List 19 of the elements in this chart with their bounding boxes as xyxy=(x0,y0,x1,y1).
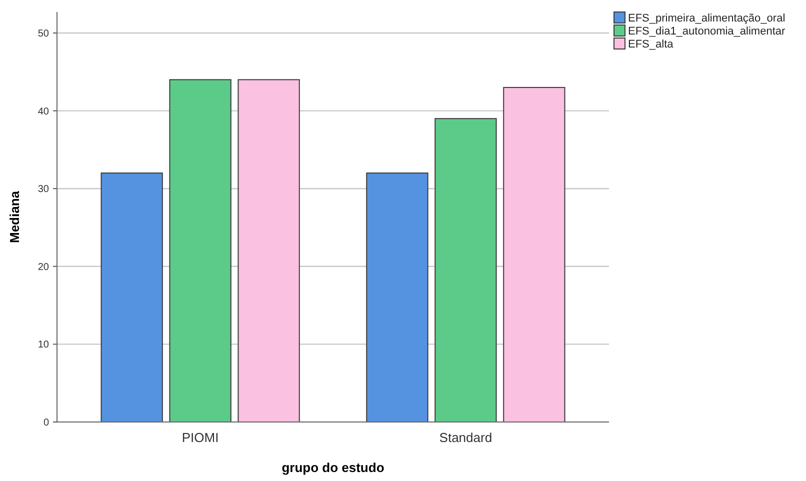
bar xyxy=(503,86,566,422)
y-tick-label: 30 xyxy=(38,184,50,196)
x-axis-title: grupo do estudo xyxy=(282,460,384,475)
y-tick-label: 50 xyxy=(38,28,50,40)
bar xyxy=(434,118,497,422)
legend-label: EFS_alta xyxy=(628,38,674,50)
bar xyxy=(100,172,163,422)
y-axis-title: Mediana xyxy=(7,190,22,244)
bar xyxy=(238,79,300,422)
bar xyxy=(366,172,428,422)
x-tick-label: PIOMI xyxy=(182,430,219,445)
x-tick-label: Standard xyxy=(439,430,492,445)
legend-label: EFS_primeira_alimentação_oral xyxy=(628,12,786,24)
y-tick-label: 40 xyxy=(38,106,50,118)
legend-label: EFS_dia1_autonomia_alimentar xyxy=(628,26,786,38)
y-tick-label: 0 xyxy=(43,418,50,428)
y-tick-label: 20 xyxy=(38,262,50,273)
y-tick-label: 10 xyxy=(38,340,50,351)
bar xyxy=(169,79,232,422)
